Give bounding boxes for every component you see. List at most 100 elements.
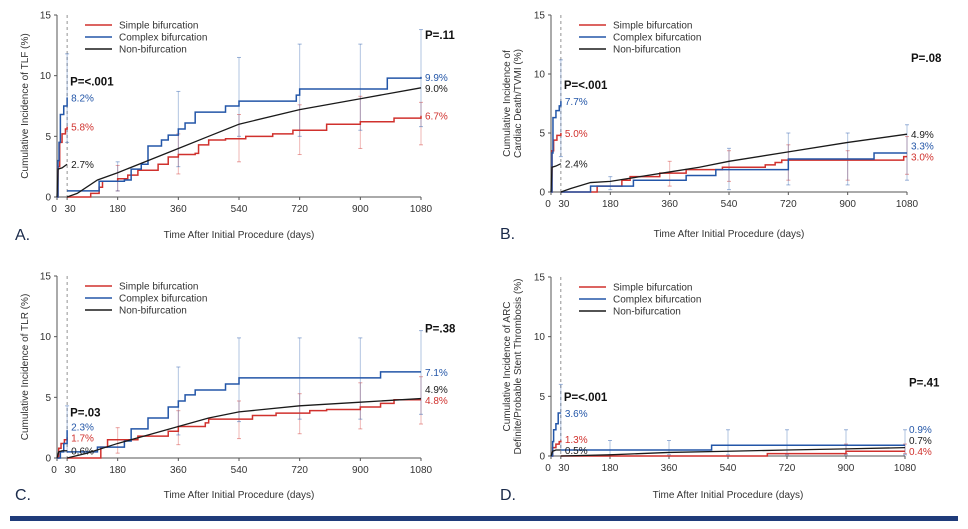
x-tick-label: 30 <box>558 463 570 474</box>
x-tick-label: 30 <box>65 465 77 476</box>
series-line-non-late <box>560 133 908 193</box>
series-line-complex-early <box>57 97 68 198</box>
x-tick-label: 360 <box>661 199 678 210</box>
end-value-label-non: 9.0% <box>425 84 448 95</box>
x-axis-label: Time After Initial Procedure (days) <box>164 490 315 501</box>
p-value-early: P=<.001 <box>564 392 608 404</box>
early-value-label-simple: 1.3% <box>565 435 588 446</box>
p-value-early: P=<.001 <box>70 77 114 89</box>
y-tick-label: 5 <box>45 393 51 404</box>
legend-label-simple: Simple bifurcation <box>613 21 692 32</box>
end-value-label-complex: 9.9% <box>425 73 448 84</box>
y-axis-label: Cumulative Incidence of ARCDefinite/Prob… <box>502 278 524 454</box>
end-value-label-non: 4.9% <box>425 385 448 396</box>
y-tick-label: 0 <box>45 454 51 465</box>
p-value-late: P=.08 <box>911 53 942 65</box>
series-line-simple-late <box>560 450 905 457</box>
x-tick-label: 0 <box>51 465 57 476</box>
y-tick-label: 5 <box>539 392 545 403</box>
y-axis-label-line: Cumulative Incidence of <box>502 50 513 157</box>
series-line-non-early <box>56 163 68 198</box>
series-line-complex-early <box>551 412 561 457</box>
y-axis-label-line: Definite/Probable Stent Thrombosis (%) <box>513 278 524 454</box>
end-value-label-non: 0.7% <box>909 436 932 447</box>
legend-label-simple: Simple bifurcation <box>119 282 198 293</box>
early-value-label-non: 0.6% <box>71 447 94 458</box>
early-value-label-non: 2.7% <box>71 160 94 171</box>
legend-label-simple: Simple bifurcation <box>119 21 198 32</box>
y-tick-label: 5 <box>45 132 51 143</box>
x-tick-label: 30 <box>558 199 570 210</box>
x-tick-label: 1080 <box>894 463 917 474</box>
series-line-non-early <box>56 450 68 459</box>
series-line-complex-late <box>560 152 907 193</box>
chart-panel-b: 0 30 180 360 540 720 900 1080 0 5 10 15 Cumulative I… <box>500 11 942 244</box>
y-axis-label-line: Cumulative Incidence of ARC <box>502 301 513 431</box>
y-tick-label: 10 <box>534 70 546 81</box>
series-line-simple-late <box>67 399 421 459</box>
early-value-label-simple: 5.8% <box>71 123 94 134</box>
legend-label-non: Non-bifurcation <box>613 45 681 56</box>
x-tick-label: 360 <box>170 465 187 476</box>
x-tick-label: 720 <box>291 204 308 215</box>
y-axis-label: Cumulative Incidence of TLR (%) <box>20 294 31 441</box>
legend-label-non: Non-bifurcation <box>613 307 681 318</box>
x-tick-label: 900 <box>352 204 369 215</box>
series-line-simple-early <box>57 437 68 459</box>
y-axis-label-line: Cumulative Incidence of TLF (%) <box>20 33 31 178</box>
series-line-non-early <box>550 163 562 193</box>
x-tick-label: 180 <box>109 465 126 476</box>
x-tick-label: 0 <box>545 199 551 210</box>
y-axis-label-line: Cardiac Death/TVMI (%) <box>513 49 524 158</box>
series-line-complex-early <box>57 430 68 459</box>
end-value-label-non: 4.9% <box>911 130 934 141</box>
end-value-label-simple: 3.0% <box>911 153 934 164</box>
p-value-late: P=.41 <box>909 377 940 389</box>
chart-panel-d: 0 30 180 360 540 720 900 1080 0 5 10 15 Cumulative I… <box>500 273 940 505</box>
legend-label-complex: Complex bifurcation <box>613 295 701 306</box>
series-line-complex-late <box>560 444 905 451</box>
series-line-non-early <box>550 449 561 457</box>
y-tick-label: 10 <box>534 332 546 343</box>
x-tick-label: 1080 <box>410 465 433 476</box>
x-tick-label: 900 <box>838 463 855 474</box>
p-value-late: P=.38 <box>425 324 456 336</box>
early-value-label-complex: 8.2% <box>71 94 94 105</box>
x-tick-label: 540 <box>720 463 737 474</box>
legend-label-non: Non-bifurcation <box>119 306 187 317</box>
x-tick-label: 30 <box>65 204 77 215</box>
series-line-non-late <box>66 397 422 459</box>
series-line-simple-late <box>67 115 422 198</box>
x-tick-label: 360 <box>661 463 678 474</box>
y-tick-label: 15 <box>534 11 546 22</box>
end-value-label-simple: 0.4% <box>909 447 932 458</box>
series-line-complex-early <box>551 101 562 193</box>
y-tick-label: 15 <box>534 273 546 284</box>
y-axis-label: Cumulative Incidence of TLF (%) <box>20 33 31 178</box>
p-value-early: P=<.001 <box>564 80 608 92</box>
early-value-label-complex: 3.6% <box>565 409 588 420</box>
end-value-label-simple: 4.8% <box>425 396 448 407</box>
y-tick-label: 0 <box>539 188 545 199</box>
end-value-label-complex: 7.1% <box>425 368 448 379</box>
panel-label: B. <box>500 226 515 243</box>
early-value-label-complex: 7.7% <box>565 97 588 108</box>
early-value-label-simple: 1.7% <box>71 433 94 444</box>
x-tick-label: 540 <box>231 204 248 215</box>
x-tick-label: 180 <box>109 204 126 215</box>
series-line-non-late <box>560 446 906 457</box>
series-line-non-late <box>66 87 422 198</box>
end-value-label-complex: 3.3% <box>911 142 934 153</box>
legend-label-complex: Complex bifurcation <box>119 294 207 305</box>
x-tick-label: 360 <box>170 204 187 215</box>
x-tick-label: 0 <box>51 204 57 215</box>
x-tick-label: 720 <box>780 199 797 210</box>
y-tick-label: 10 <box>40 71 52 82</box>
panel-label: D. <box>500 487 516 504</box>
panel-label: C. <box>15 487 31 504</box>
x-axis-label: Time After Initial Procedure (days) <box>164 230 315 241</box>
x-tick-label: 180 <box>602 463 619 474</box>
x-tick-label: 720 <box>291 465 308 476</box>
